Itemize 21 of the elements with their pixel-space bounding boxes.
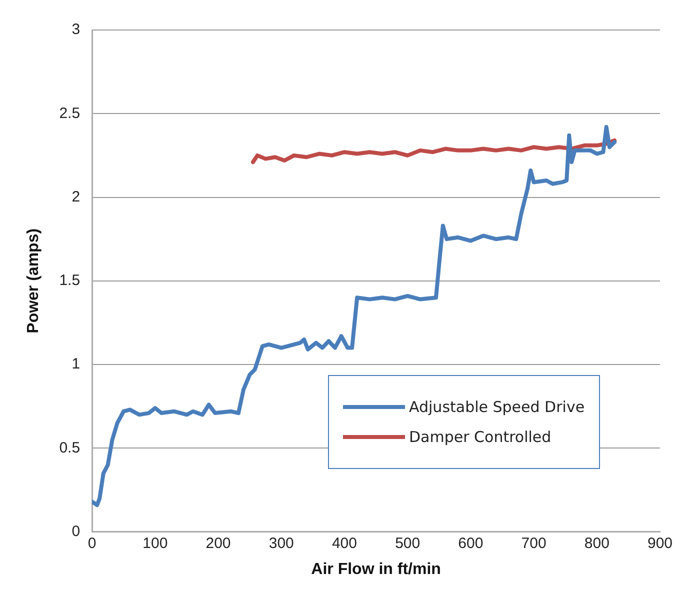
y-tick-label: 3 xyxy=(72,21,80,38)
x-tick-label: 500 xyxy=(395,534,420,552)
y-axis-title: Power (amps) xyxy=(25,228,42,334)
x-tick-label: 800 xyxy=(584,534,610,552)
legend-label: Damper Controlled xyxy=(409,428,552,446)
y-tick-label: 1 xyxy=(72,356,80,373)
y-tick-label: 1.5 xyxy=(59,272,80,290)
x-tick-label: 100 xyxy=(142,534,168,552)
y-tick-label: 0.5 xyxy=(59,439,80,456)
y-tick-label: 0 xyxy=(72,522,80,540)
y-tick-label: 2 xyxy=(72,188,80,206)
legend-label: Adjustable Speed Drive xyxy=(409,398,585,416)
x-tick-label: 700 xyxy=(521,534,546,552)
x-tick-label: 600 xyxy=(458,534,484,552)
y-tick-label: 2.5 xyxy=(59,104,80,122)
x-tick-label: 300 xyxy=(268,534,294,552)
x-tick-label: 900 xyxy=(647,534,673,552)
x-tick-label: 0 xyxy=(88,534,96,552)
x-tick-label: 200 xyxy=(206,534,231,552)
x-tick-label: 400 xyxy=(332,534,357,552)
x-axis-title: Air Flow in ft/min xyxy=(311,560,441,578)
